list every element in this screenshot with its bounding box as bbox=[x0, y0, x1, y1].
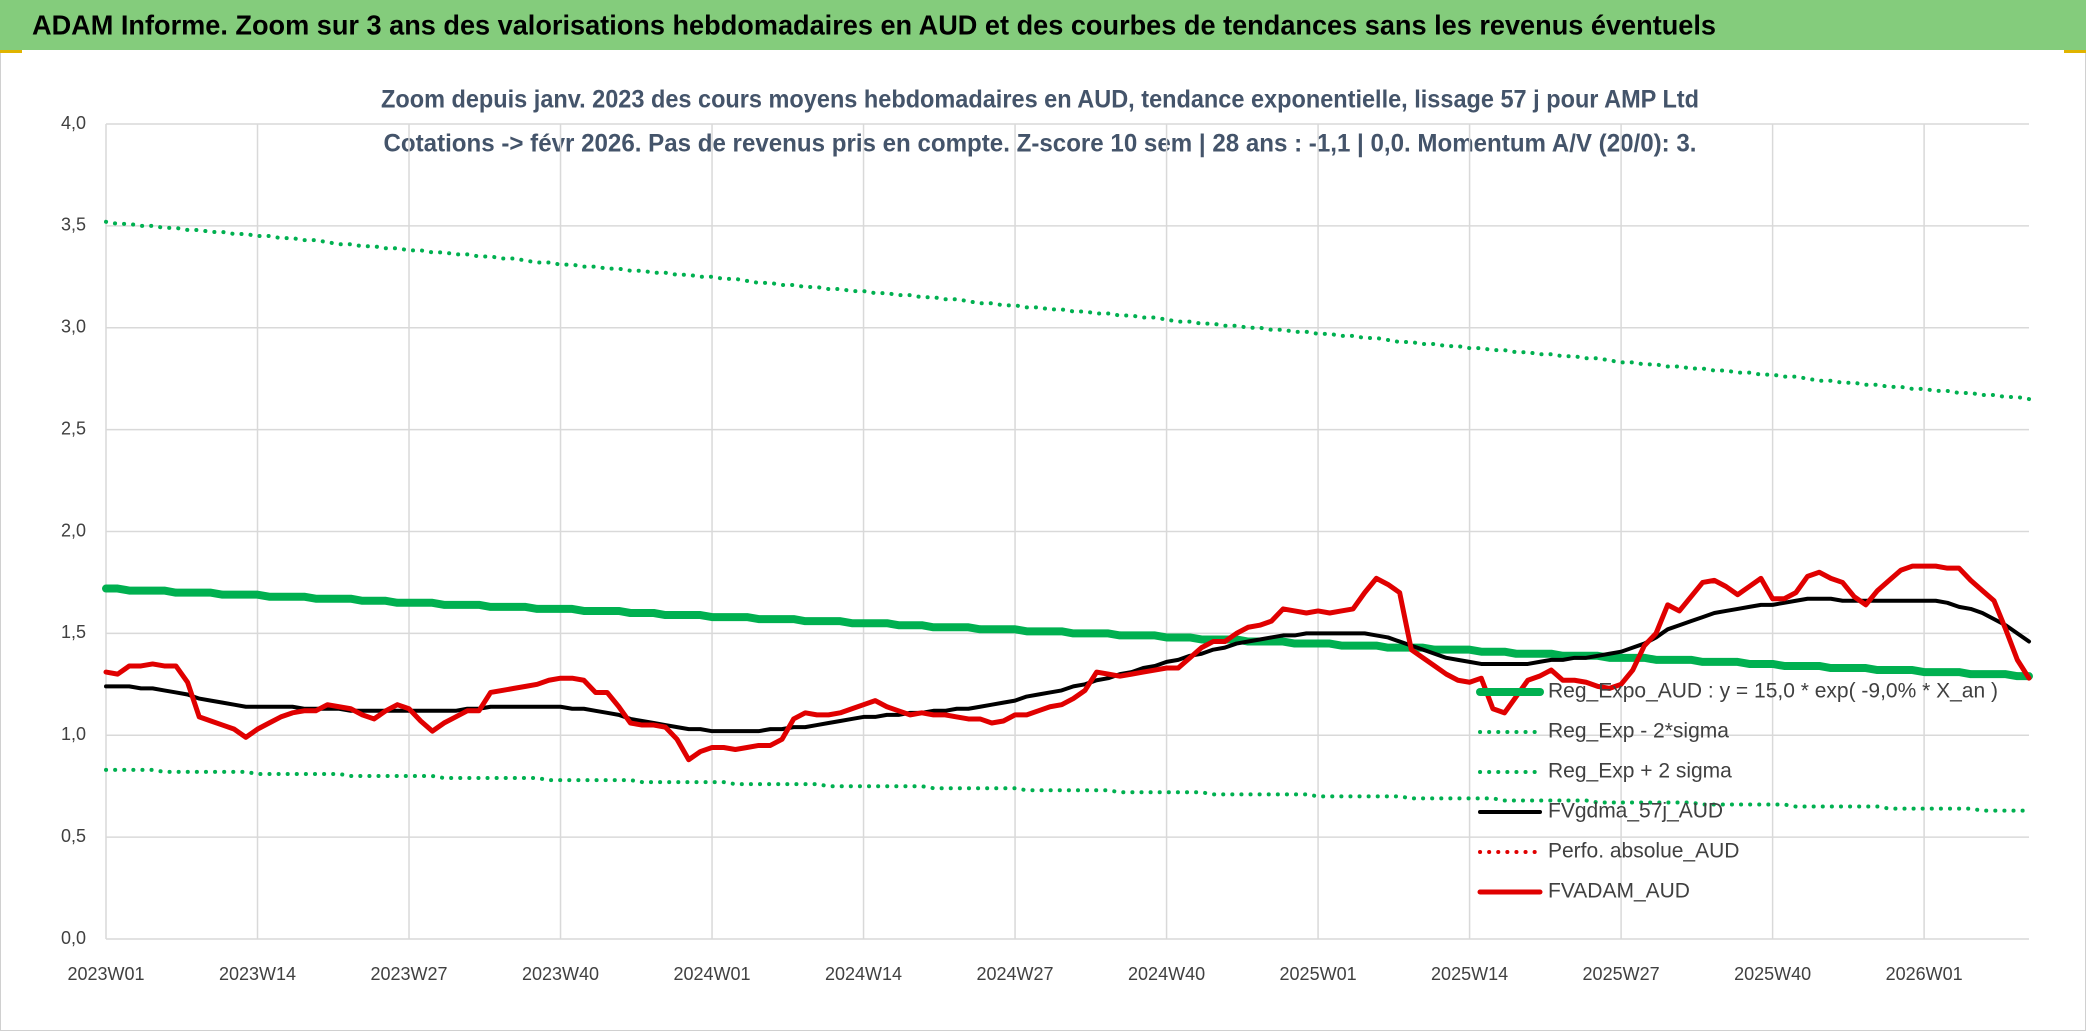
x-tick-label: 2025W01 bbox=[1280, 964, 1357, 984]
header-accent bbox=[0, 50, 22, 53]
legend-label: FVgdma_57j_AUD bbox=[1548, 800, 1723, 823]
legend: Reg_Expo_AUD : y = 15,0 * exp( -9,0% * X… bbox=[1476, 680, 1998, 903]
chart-subtitle: Cotations -> févr 2026. Pas de revenus p… bbox=[384, 130, 1697, 158]
chart-title: Zoom depuis janv. 2023 des cours moyens … bbox=[381, 86, 1699, 114]
y-tick-label: 2,5 bbox=[61, 418, 86, 438]
x-tick-label: 2026W01 bbox=[1886, 964, 1963, 984]
legend-label: Reg_Exp - 2*sigma bbox=[1548, 720, 1729, 743]
x-tick-label: 2023W27 bbox=[370, 964, 447, 984]
x-tick-label: 2024W14 bbox=[825, 964, 902, 984]
y-tick-label: 3,0 bbox=[61, 317, 86, 337]
series-line bbox=[104, 767, 2031, 813]
legend-label: Reg_Expo_AUD : y = 15,0 * exp( -9,0% * X… bbox=[1548, 680, 1998, 703]
x-tick-label: 2023W01 bbox=[67, 964, 144, 984]
x-tick-label: 2024W01 bbox=[674, 964, 751, 984]
y-tick-label: 4,0 bbox=[61, 113, 86, 133]
y-tick-label: 1,5 bbox=[61, 622, 86, 642]
y-tick-label: 1,0 bbox=[61, 724, 86, 744]
header-title: ADAM Informe. Zoom sur 3 ans des valoris… bbox=[32, 9, 1716, 40]
legend-label: Reg_Exp + 2 sigma bbox=[1548, 760, 1732, 783]
x-tick-label: 2025W40 bbox=[1734, 964, 1811, 984]
legend-label: FVADAM_AUD bbox=[1548, 880, 1690, 903]
y-tick-label: 2,0 bbox=[61, 520, 86, 540]
x-tick-label: 2023W40 bbox=[522, 964, 599, 984]
x-tick-label: 2024W27 bbox=[977, 964, 1054, 984]
y-tick-label: 0,0 bbox=[61, 928, 86, 948]
series-line bbox=[103, 563, 2032, 763]
series-line bbox=[104, 596, 2031, 734]
y-tick-label: 0,5 bbox=[61, 826, 86, 846]
header-band bbox=[0, 0, 2086, 50]
header-accent bbox=[2064, 50, 2086, 53]
x-tick-label: 2025W14 bbox=[1431, 964, 1508, 984]
y-tick-label: 3,5 bbox=[61, 215, 86, 235]
legend-label: Perfo. absolue_AUD bbox=[1548, 840, 1739, 863]
series-line bbox=[102, 584, 2033, 681]
x-tick-label: 2025W27 bbox=[1583, 964, 1660, 984]
x-tick-label: 2023W14 bbox=[219, 964, 296, 984]
x-tick-label: 2024W40 bbox=[1128, 964, 1205, 984]
